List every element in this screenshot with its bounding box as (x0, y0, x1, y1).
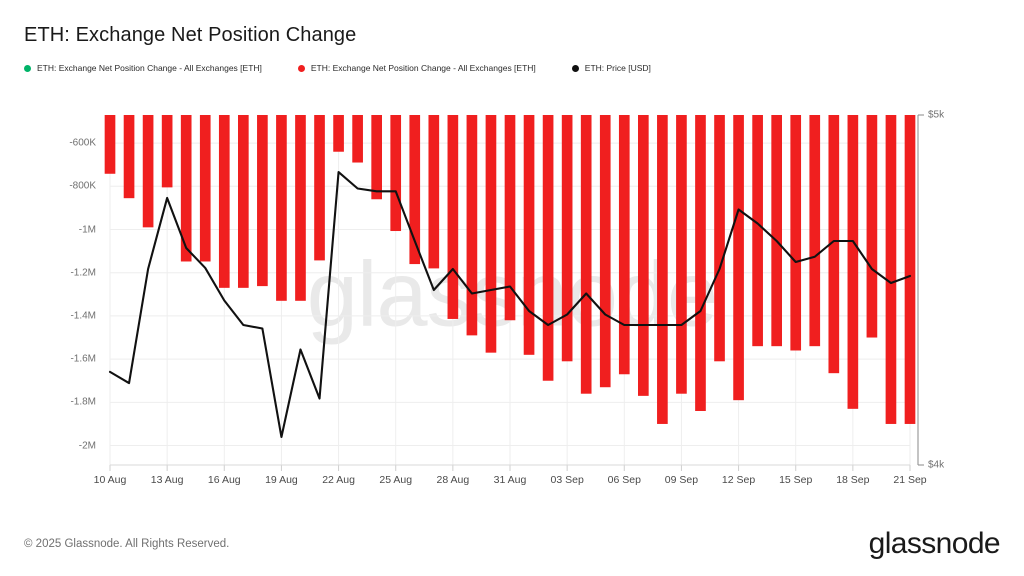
legend-dot-black (571, 64, 579, 72)
legend-label-2: ETH: Price [USD] (584, 63, 651, 73)
bar (828, 115, 840, 374)
bar (409, 115, 421, 265)
y-axis-right-tick-label: $5k (928, 109, 945, 121)
bar (866, 115, 878, 338)
y-axis-left-tick-label: -2M (78, 440, 96, 452)
bar (276, 115, 287, 301)
bar (123, 115, 135, 199)
bar (257, 115, 268, 287)
bar (371, 115, 382, 200)
bar (523, 115, 535, 355)
bar (504, 115, 516, 321)
bar (104, 115, 116, 174)
legend-label-1: ETH: Exchange Net Position Change - All … (310, 63, 536, 73)
x-axis-tick-label: 18 Sep (836, 474, 870, 486)
x-axis-tick-label: 09 Sep (664, 474, 699, 486)
bar (295, 115, 306, 301)
x-axis-tick-label: 19 Aug (265, 474, 298, 486)
chart-legend: ETH: Exchange Net Position Change - All … (24, 63, 687, 73)
bar (390, 115, 402, 232)
bar (447, 115, 459, 319)
bar (657, 115, 668, 424)
x-axis-tick-label: 10 Aug (93, 474, 127, 486)
bar (180, 115, 192, 262)
bar (333, 115, 344, 152)
bar (580, 115, 592, 394)
bar (771, 115, 782, 347)
x-axis-tick-label: 15 Sep (779, 474, 813, 486)
x-axis-tick-label: 03 Sep (550, 474, 584, 486)
x-axis-tick-label: 25 Aug (379, 474, 413, 486)
x-axis-tick-label: 13 Aug (150, 474, 184, 486)
y-axis-left-tick-label: -1.6M (70, 353, 96, 365)
bar (161, 115, 173, 188)
legend-item-0[interactable]: ETH: Exchange Net Position Change - All … (24, 63, 262, 73)
bar (618, 115, 630, 375)
bar (485, 115, 497, 353)
bar (218, 115, 230, 288)
x-axis-tick-label: 21 Sep (893, 474, 927, 486)
bar (752, 115, 763, 347)
bar (885, 115, 897, 424)
x-axis-tick-label: 22 Aug (322, 474, 355, 486)
footer-copyright: © 2025 Glassnode. All Rights Reserved. (24, 538, 230, 550)
bar (733, 115, 744, 401)
bar (314, 115, 325, 261)
x-axis-tick-label: 31 Aug (493, 474, 527, 486)
legend-item-1[interactable]: ETH: Exchange Net Position Change - All … (297, 63, 536, 73)
y-axis-left-tick-label: -1.8M (70, 396, 96, 408)
legend-item-2[interactable]: ETH: Price [USD] (571, 63, 651, 73)
bar (542, 115, 554, 381)
legend-dot-red (297, 64, 305, 72)
page-title: ETH: Exchange Net Position Change (24, 24, 357, 46)
bar (466, 115, 478, 336)
bar (238, 115, 249, 288)
bar (809, 115, 821, 347)
y-axis-left-tick-label: -600K (69, 137, 96, 149)
bar (714, 115, 725, 362)
x-axis-tick-label: 16 Aug (207, 474, 241, 486)
x-axis-tick-label: 06 Sep (607, 474, 641, 486)
y-axis-right-tick-label: $4k (928, 459, 945, 471)
bar (904, 115, 916, 424)
bar (199, 115, 211, 262)
legend-label-0: ETH: Exchange Net Position Change - All … (37, 63, 262, 73)
bar (599, 115, 611, 388)
y-axis-left-tick-label: -1.4M (70, 310, 96, 322)
bar (638, 115, 649, 396)
price-line (108, 171, 912, 439)
bar (142, 115, 154, 228)
bar (695, 115, 706, 411)
bar (676, 115, 687, 394)
y-axis-left-tick-label: -1M (78, 224, 96, 235)
y-axis-left-tick-label: -1.2M (70, 267, 96, 279)
bar (428, 115, 440, 269)
bar (847, 115, 859, 409)
x-axis-tick-label: 12 Sep (721, 474, 756, 486)
y-axis-left-tick-label: -800K (69, 180, 96, 192)
legend-dot-green (24, 64, 31, 72)
bar (561, 115, 573, 362)
bar (352, 115, 363, 163)
x-axis-tick-label: 28 Aug (436, 474, 470, 486)
bar (790, 115, 802, 351)
footer-logo: glassnode (868, 527, 1001, 560)
